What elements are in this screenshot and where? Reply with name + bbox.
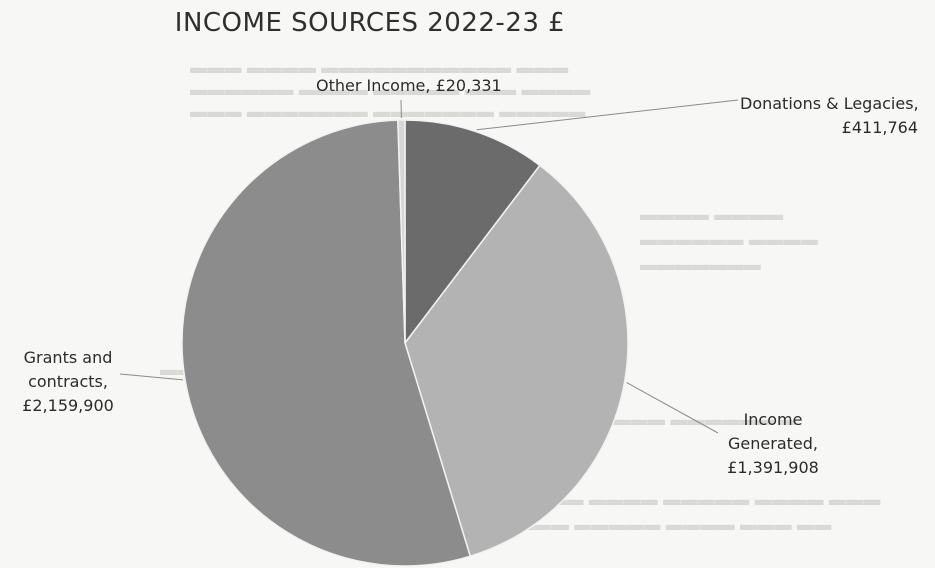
label-grants-value: £2,159,900 xyxy=(22,396,114,415)
label-income-line2: Generated, xyxy=(728,434,818,453)
leader-line xyxy=(476,99,739,131)
chart-title: INCOME SOURCES 2022-23 £ xyxy=(174,8,566,38)
label-donations-value: £411,764 xyxy=(841,118,918,137)
bleed-through-text: ▬▬▬▬▬▬▬ xyxy=(640,255,762,274)
label-income-line1: Income xyxy=(743,410,803,429)
label-donations: Donations & Legacies, £411,764 xyxy=(740,92,919,140)
pie-slice xyxy=(404,164,629,558)
label-other-income: Other Income, £20,331 xyxy=(316,74,502,98)
bleed-through-text: ▬▬▬▬ ▬▬▬▬ xyxy=(640,205,784,224)
pie-slice xyxy=(181,119,472,567)
bleed-through-text: ▬▬▬▬ ▬▬▬▬▬ ▬▬▬▬ ▬▬▬ ▬▬ xyxy=(500,515,832,534)
leader-line xyxy=(626,382,719,434)
label-income-value: £1,391,908 xyxy=(727,458,819,477)
bleed-through-text: ▬▬▬▬▬▬ ▬▬▬▬ xyxy=(640,230,819,249)
label-grants-line2: contracts, xyxy=(28,372,108,391)
label-grants-line1: Grants and xyxy=(23,348,113,367)
pie-slice xyxy=(404,119,541,346)
pie-slice xyxy=(397,119,406,344)
bleed-through-text: ▬▬▬ ▬▬▬▬ ▬▬▬▬▬▬▬▬▬▬▬ ▬▬▬ xyxy=(190,58,569,77)
bleed-through-text: ▬▬▬ ▬▬▬▬▬▬▬ ▬▬▬▬▬▬▬ ▬▬▬▬▬ xyxy=(190,102,586,121)
label-income-generated: Income Generated, £1,391,908 xyxy=(715,408,831,480)
bleed-through-text: ▬▬▬▬▬▬ ▬▬▬▬ ▬▬▬▬▬ ▬▬▬▬ ▬▬▬ xyxy=(480,490,881,509)
bleed-through-text: ▬▬▬▬▬▬ ▬▬▬▬ ▬▬▬▬▬ ▬▬▬ ▬▬▬▬ xyxy=(190,80,591,99)
leader-line xyxy=(119,373,184,381)
label-other-income-text: Other Income, £20,331 xyxy=(316,76,502,95)
label-grants: Grants and contracts, £2,159,900 xyxy=(10,346,126,418)
label-donations-name: Donations & Legacies, xyxy=(740,94,919,113)
